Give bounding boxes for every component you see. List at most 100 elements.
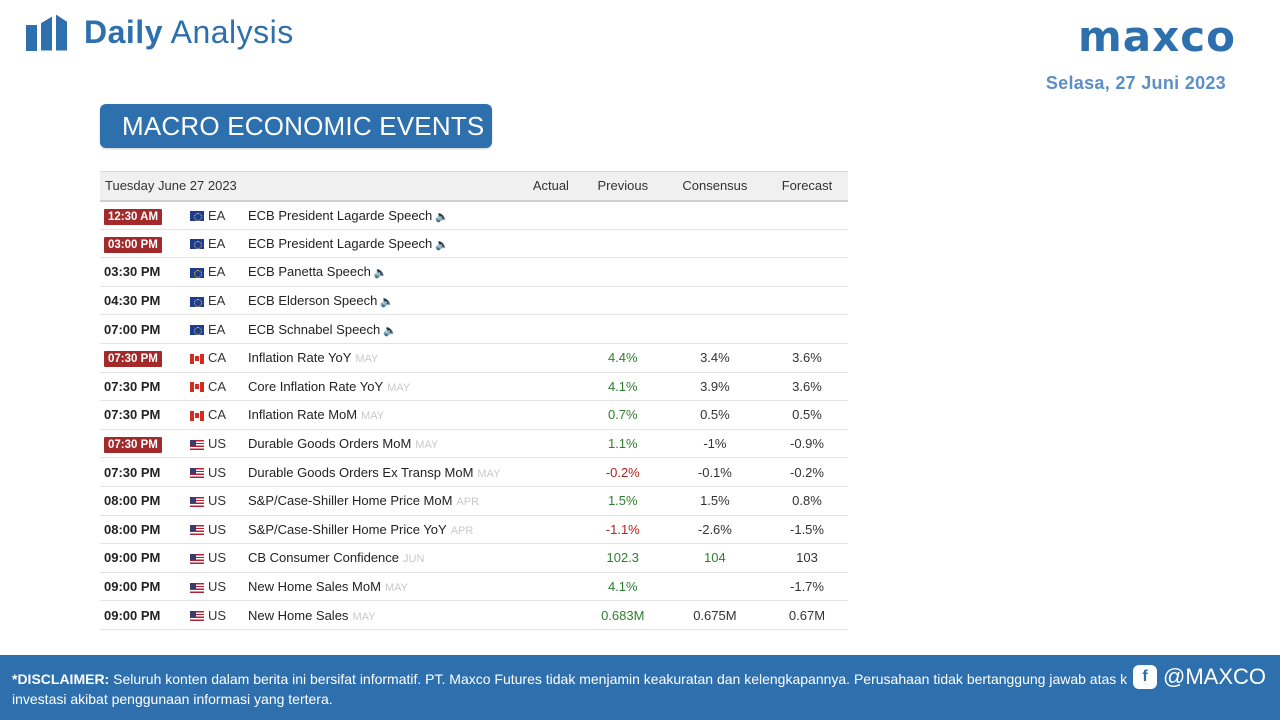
event-name[interactable]: ECB Schnabel Speech — [248, 321, 381, 337]
disclaimer-text: *DISCLAIMER: Seluruh konten dalam berita… — [12, 669, 1212, 709]
event-name[interactable]: Inflation Rate YoY — [248, 350, 352, 366]
table-row[interactable]: 07:30 PM CA Inflation Rate YoY MAY 4.4% 3.4% 3… — [100, 343, 848, 373]
event-name[interactable]: ECB Elderson Speech — [248, 293, 378, 309]
ca-flag-icon — [190, 382, 204, 393]
event-name[interactable]: Core Inflation Rate YoY — [248, 378, 384, 394]
event-time-text: 03:30 PM — [104, 264, 161, 280]
event-cell: Inflation Rate MoM MAY — [244, 400, 520, 430]
event-name[interactable]: New Home Sales — [248, 607, 349, 623]
header-actual: Actual — [520, 171, 582, 202]
event-cell: Durable Goods Orders MoM MAY — [244, 429, 520, 459]
event-country: CA — [186, 343, 244, 373]
table-row[interactable]: 04:30 PM EA ECB Elderson Speech 🔈 — [100, 286, 848, 316]
event-cell: Core Inflation Rate YoY MAY — [244, 372, 520, 402]
event-time: 08:00 PM — [100, 515, 186, 545]
maxco-logo: maxco — [1078, 12, 1236, 61]
event-name[interactable]: Inflation Rate MoM — [248, 407, 358, 423]
us-flag-icon — [190, 582, 204, 593]
event-time: 09:00 PM — [100, 600, 186, 630]
us-flag-icon — [190, 468, 204, 479]
event-cell: ECB Schnabel Speech 🔈 — [244, 314, 520, 344]
event-country: US — [186, 429, 244, 459]
event-name[interactable]: CB Consumer Confidence — [248, 550, 400, 566]
us-flag-icon — [190, 553, 204, 564]
previous-value — [581, 229, 664, 259]
actual-value — [520, 429, 582, 459]
forecast-value — [766, 286, 848, 316]
eu-flag-icon — [190, 325, 204, 336]
country-code: US — [208, 579, 227, 595]
social-handle: f @MAXCO — [1126, 665, 1266, 689]
table-row[interactable]: 03:00 PM EA ECB President Lagarde Speech 🔈 — [100, 229, 848, 259]
event-cell: CB Consumer Confidence JUN — [244, 543, 520, 573]
event-name[interactable]: Durable Goods Orders Ex Transp MoM — [248, 464, 474, 480]
table-row[interactable]: 07:30 PM US Durable Goods Orders MoM MAY 1.1… — [100, 429, 848, 459]
table-row[interactable]: 09:00 PM US New Home Sales MAY 0.683M 0.675M 0… — [100, 600, 848, 630]
country-code: CA — [208, 378, 227, 394]
speaker-icon: 🔈 — [380, 296, 395, 309]
event-period: MAY — [384, 582, 408, 595]
table-row[interactable]: 03:30 PM EA ECB Panetta Speech 🔈 — [100, 257, 848, 287]
event-time-text: 09:00 PM — [104, 607, 161, 623]
speaker-icon: 🔈 — [435, 210, 449, 223]
event-name[interactable]: New Home Sales MoM — [248, 579, 381, 595]
actual-value — [520, 229, 582, 259]
event-name[interactable]: ECB President Lagarde Speech — [248, 235, 433, 251]
consensus-value — [663, 286, 766, 316]
bar-chart-icon — [26, 14, 72, 51]
event-time: 07:00 PM — [100, 314, 186, 344]
table-row[interactable]: 07:30 PM US Durable Goods Orders Ex Transp… — [100, 457, 848, 487]
event-cell: New Home Sales MoM MAY — [244, 572, 520, 602]
event-cell: Inflation Rate YoY MAY — [244, 343, 520, 373]
table-row[interactable]: 08:00 PM US S&P/Case-Shiller Home Price Yo… — [100, 515, 848, 545]
forecast-value: 103 — [766, 543, 848, 573]
actual-value — [520, 515, 582, 545]
table-row[interactable]: 08:00 PM US S&P/Case-Shiller Home Price Mo… — [100, 486, 848, 516]
event-time: 07:30 PM — [100, 372, 186, 402]
forecast-value: 0.8% — [766, 486, 848, 516]
disclaimer-label: *DISCLAIMER: — [12, 671, 110, 687]
event-country: CA — [186, 372, 244, 402]
consensus-value — [663, 314, 766, 344]
event-time-text: 04:30 PM — [104, 293, 161, 309]
previous-value — [581, 257, 664, 287]
table-row[interactable]: 09:00 PM US CB Consumer Confidence JUN 102.3… — [100, 543, 848, 573]
event-time-text: 03:00 PM — [104, 236, 162, 253]
title-regular: Analysis — [170, 14, 294, 50]
forecast-value: 0.67M — [766, 600, 848, 630]
event-name[interactable]: S&P/Case-Shiller Home Price MoM — [248, 493, 453, 509]
event-period: MAY — [387, 381, 411, 394]
forecast-value — [766, 257, 848, 287]
forecast-value: -0.2% — [766, 457, 848, 487]
eu-flag-icon — [190, 211, 204, 222]
actual-value — [520, 457, 582, 487]
event-name[interactable]: S&P/Case-Shiller Home Price YoY — [248, 521, 447, 537]
table-row[interactable]: 07:30 PM CA Core Inflation Rate YoY MAY 4.1%… — [100, 372, 848, 402]
consensus-value: 0.5% — [663, 400, 766, 430]
country-code: US — [208, 436, 227, 452]
event-country: CA — [186, 400, 244, 430]
ca-flag-icon — [190, 411, 204, 422]
event-name[interactable]: ECB President Lagarde Speech — [248, 207, 433, 223]
disclaimer-body: Seluruh konten dalam berita ini bersifat… — [12, 671, 1174, 707]
event-period: APR — [456, 496, 480, 509]
event-time: 09:00 PM — [100, 572, 186, 602]
event-time: 07:30 PM — [100, 343, 186, 373]
table-header: Tuesday June 27 2023 Actual Previous Con… — [100, 171, 848, 202]
table-row[interactable]: 07:00 PM EA ECB Schnabel Speech 🔈 — [100, 314, 848, 344]
country-code: US — [208, 607, 227, 623]
us-flag-icon — [190, 439, 204, 450]
forecast-value: -1.7% — [766, 572, 848, 602]
table-row[interactable]: 12:30 AM EA ECB President Lagarde Speech 🔈 — [100, 200, 848, 230]
event-cell: ECB President Lagarde Speech 🔈 — [244, 229, 520, 259]
ca-flag-icon — [190, 353, 204, 364]
consensus-value: 0.675M — [663, 600, 766, 630]
event-period: MAY — [361, 410, 385, 423]
speaker-icon: 🔈 — [383, 324, 397, 337]
table-row[interactable]: 09:00 PM US New Home Sales MoM MAY 4.1% -1.7% — [100, 572, 848, 602]
event-name[interactable]: Durable Goods Orders MoM — [248, 436, 412, 452]
event-name[interactable]: ECB Panetta Speech — [248, 264, 371, 280]
actual-value — [520, 572, 582, 602]
table-row[interactable]: 07:30 PM CA Inflation Rate MoM MAY 0.7% 0.5% 0… — [100, 400, 848, 430]
brand: Daily Analysis — [26, 14, 294, 51]
